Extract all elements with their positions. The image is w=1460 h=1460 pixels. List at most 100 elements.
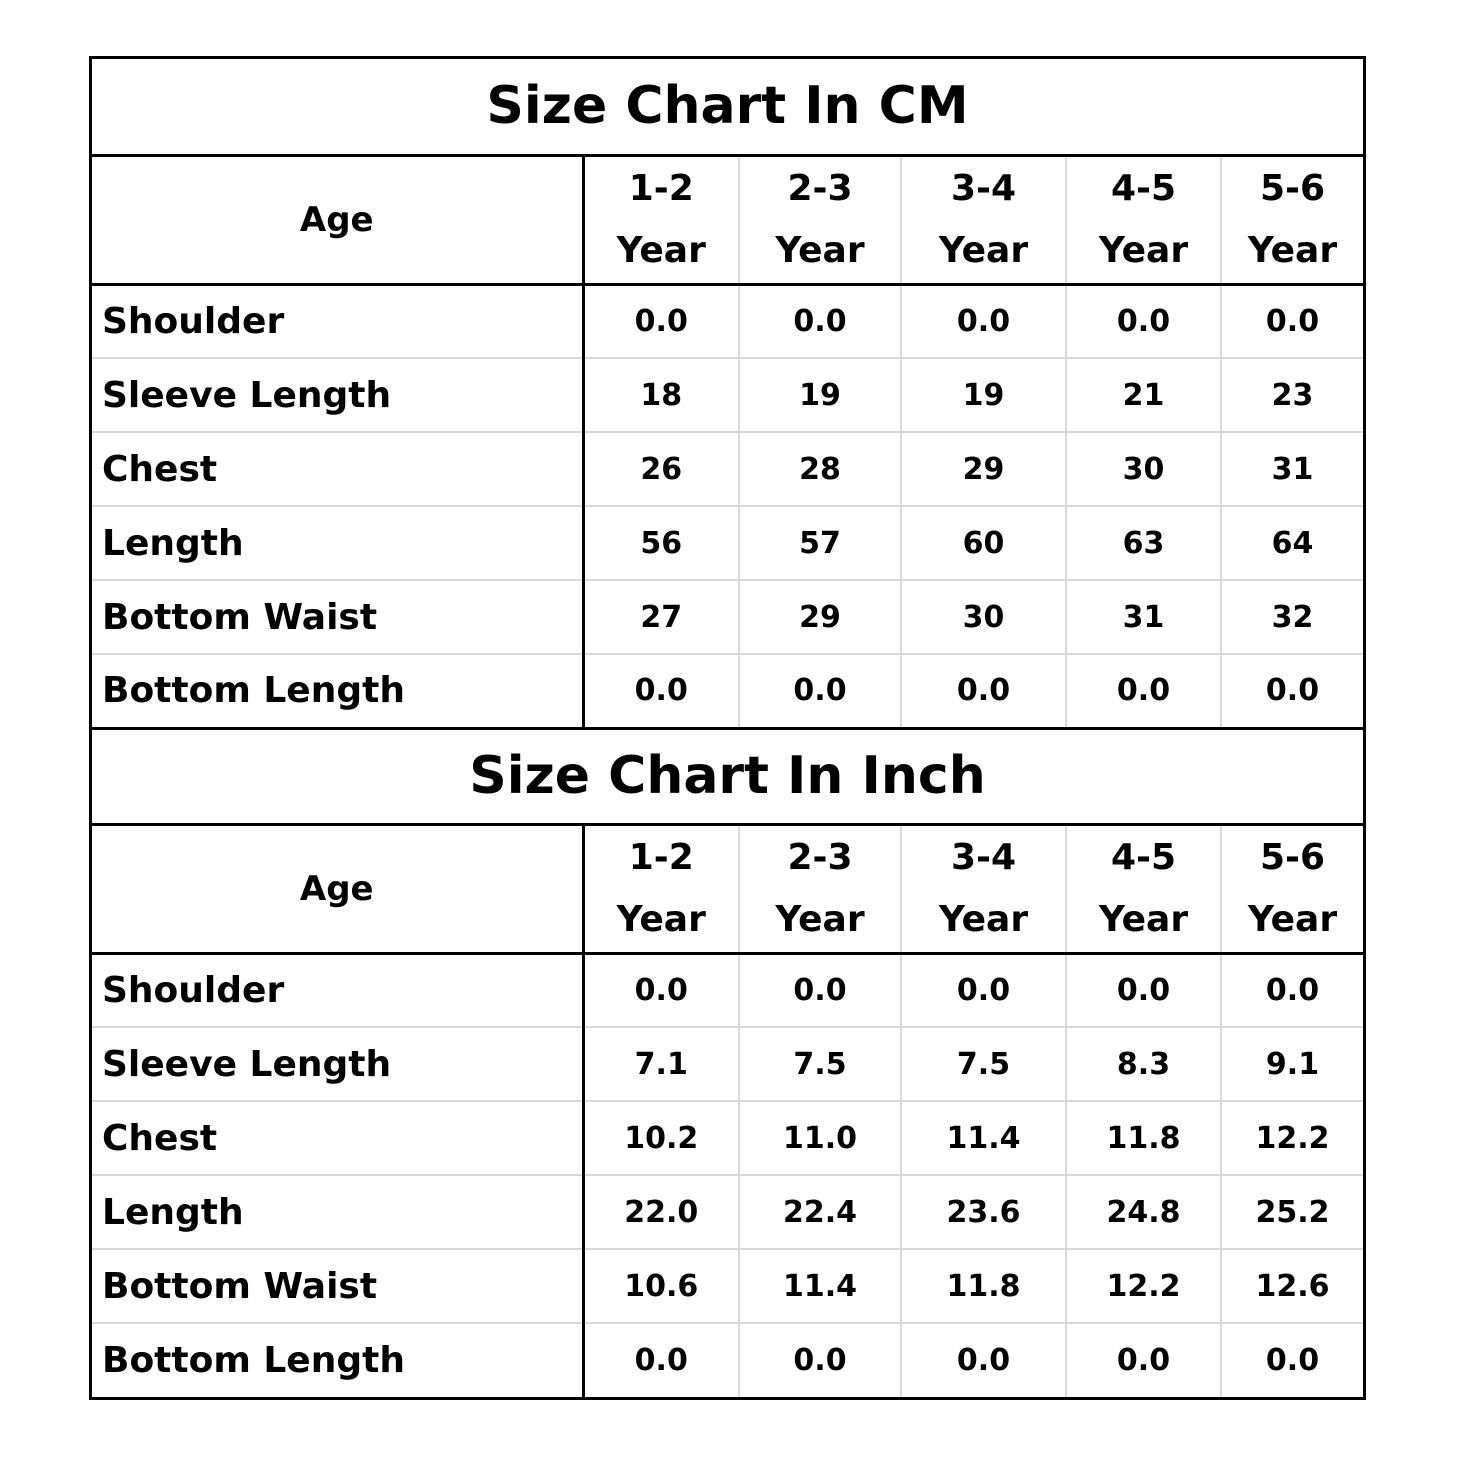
cell: 0.0 [738, 1322, 901, 1397]
row-label: Shoulder [92, 953, 585, 1027]
cell: 12.2 [1065, 1248, 1221, 1323]
cell: 21 [1065, 357, 1221, 432]
cell: 56 [582, 505, 739, 580]
cell: 0.0 [1220, 1322, 1363, 1397]
cell: 7.5 [900, 1026, 1066, 1101]
row-label: Length [92, 505, 585, 580]
cell: 10.2 [582, 1100, 739, 1175]
data-row: Chest 26 28 29 30 31 [92, 431, 1363, 506]
cell: 30 [900, 579, 1066, 654]
cell: 11.0 [738, 1100, 901, 1175]
row-label: Shoulder [92, 284, 585, 358]
cell: 0.0 [582, 653, 739, 728]
row-label: Length [92, 1174, 585, 1249]
cell: 0.0 [1065, 953, 1221, 1027]
cell: 0.0 [1065, 284, 1221, 358]
title-row: Size Chart In CM [92, 59, 1363, 157]
cell: 11.8 [1065, 1100, 1221, 1175]
cell: 18 [582, 357, 739, 432]
cell: 0.0 [900, 284, 1066, 358]
cell: 10.6 [582, 1248, 739, 1323]
data-row: Length 56 57 60 63 64 [92, 505, 1363, 580]
cell: 25.2 [1220, 1174, 1363, 1249]
table-title: Size Chart In CM [92, 59, 1363, 157]
data-row: Bottom Waist 27 29 30 31 32 [92, 579, 1363, 654]
cell: 8.3 [1065, 1026, 1221, 1101]
cell: 31 [1065, 579, 1221, 654]
header-label: Age [92, 155, 585, 286]
cell: 24.8 [1065, 1174, 1221, 1249]
cell: 0.0 [1065, 653, 1221, 728]
header-cell: 4-5 Year [1065, 155, 1221, 286]
header-cell: 1-2 Year [582, 824, 739, 955]
data-row: Chest 10.2 11.0 11.4 11.8 12.2 [92, 1100, 1363, 1175]
cell: 0.0 [738, 653, 901, 728]
header-cell: 4-5 Year [1065, 824, 1221, 955]
cell: 28 [738, 431, 901, 506]
cell: 0.0 [582, 284, 739, 358]
row-label: Bottom Length [92, 653, 585, 728]
header-label: Age [92, 824, 585, 955]
row-label: Bottom Length [92, 1322, 585, 1397]
cell: 19 [738, 357, 901, 432]
cell: 22.4 [738, 1174, 901, 1249]
size-table: Size Chart In CM Age 1-2 Year 2-3 Year 3-4 Y… [92, 59, 1363, 1397]
data-row: Sleeve Length 18 19 19 21 23 [92, 357, 1363, 432]
header-cell: 3-4 Year [900, 824, 1066, 955]
title-row: Size Chart In Inch [92, 726, 1363, 826]
cell: 11.4 [900, 1100, 1066, 1175]
row-label: Sleeve Length [92, 357, 585, 432]
cell: 11.8 [900, 1248, 1066, 1323]
cell: 19 [900, 357, 1066, 432]
size-chart: Size Chart In CM Age 1-2 Year 2-3 Year 3-4 Y… [89, 56, 1366, 1400]
cell: 0.0 [1220, 953, 1363, 1027]
data-row: Bottom Waist 10.6 11.4 11.8 12.2 12.6 [92, 1248, 1363, 1323]
cell: 0.0 [900, 653, 1066, 728]
data-row: Bottom Length 0.0 0.0 0.0 0.0 0.0 [92, 1322, 1363, 1397]
cell: 29 [900, 431, 1066, 506]
cell: 23.6 [900, 1174, 1066, 1249]
table-title: Size Chart In Inch [92, 726, 1363, 826]
cell: 22.0 [582, 1174, 739, 1249]
cell: 0.0 [900, 1322, 1066, 1397]
data-row: Shoulder 0.0 0.0 0.0 0.0 0.0 [92, 284, 1363, 358]
data-row: Length 22.0 22.4 23.6 24.8 25.2 [92, 1174, 1363, 1249]
data-row: Bottom Length 0.0 0.0 0.0 0.0 0.0 [92, 653, 1363, 728]
cell: 23 [1220, 357, 1363, 432]
cell: 0.0 [582, 953, 739, 1027]
cell: 26 [582, 431, 739, 506]
row-label: Chest [92, 431, 585, 506]
row-label: Bottom Waist [92, 1248, 585, 1323]
cell: 0.0 [738, 284, 901, 358]
cell: 31 [1220, 431, 1363, 506]
cell: 30 [1065, 431, 1221, 506]
cell: 12.2 [1220, 1100, 1363, 1175]
cell: 63 [1065, 505, 1221, 580]
cell: 57 [738, 505, 901, 580]
header-cell: 2-3 Year [738, 824, 901, 955]
header-row: Age 1-2 Year 2-3 Year 3-4 Year 4-5 Year 5-6 Y… [92, 824, 1363, 955]
header-cell: 2-3 Year [738, 155, 901, 286]
header-cell: 1-2 Year [582, 155, 739, 286]
cell: 64 [1220, 505, 1363, 580]
row-label: Sleeve Length [92, 1026, 585, 1101]
cell: 32 [1220, 579, 1363, 654]
row-label: Chest [92, 1100, 585, 1175]
cell: 27 [582, 579, 739, 654]
cell: 0.0 [738, 953, 901, 1027]
cell: 9.1 [1220, 1026, 1363, 1101]
header-cell: 3-4 Year [900, 155, 1066, 286]
cell: 7.1 [582, 1026, 739, 1101]
row-label: Bottom Waist [92, 579, 585, 654]
cell: 7.5 [738, 1026, 901, 1101]
cell: 29 [738, 579, 901, 654]
cell: 60 [900, 505, 1066, 580]
cell: 0.0 [582, 1322, 739, 1397]
header-cell: 5-6 Year [1220, 824, 1363, 955]
cell: 12.6 [1220, 1248, 1363, 1323]
cell: 0.0 [1220, 653, 1363, 728]
header-cell: 5-6 Year [1220, 155, 1363, 286]
cell: 11.4 [738, 1248, 901, 1323]
data-row: Shoulder 0.0 0.0 0.0 0.0 0.0 [92, 953, 1363, 1027]
